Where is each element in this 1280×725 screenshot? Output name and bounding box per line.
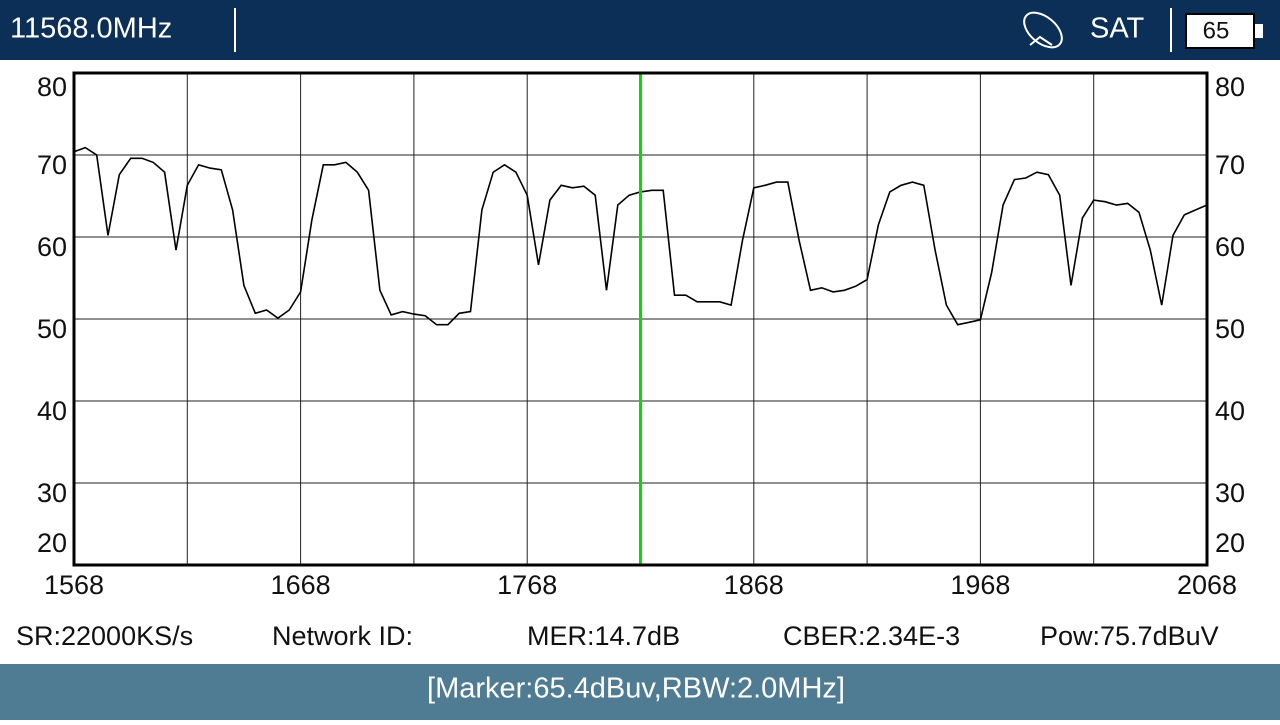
footer-bar <box>0 664 1280 720</box>
info-field: CBER:2.34E-3 <box>783 621 960 651</box>
x-tick-label: 1668 <box>271 570 331 600</box>
info-field: MER:14.7dB <box>527 621 680 651</box>
battery <box>1185 13 1255 49</box>
x-tick-label: 1568 <box>44 570 104 600</box>
y-tick-label: 50 <box>37 314 67 344</box>
y-tick-label-right: 40 <box>1215 396 1245 426</box>
y-tick-label-right: 80 <box>1215 72 1245 102</box>
mode: SAT <box>1090 13 1145 45</box>
footer-status: [Marker:65.4dBuv,RBW:2.0MHz] <box>427 673 845 705</box>
plot-frame <box>72 71 1209 567</box>
battery-tip <box>1255 24 1263 38</box>
info-field: Network ID: <box>272 621 413 651</box>
frequency: 11568.0MHz <box>10 13 172 45</box>
x-tick-label: 1868 <box>724 570 784 600</box>
y-tick-label: 40 <box>37 396 67 426</box>
info-field: Pow:75.7dBuV <box>1040 621 1219 651</box>
y-tick-label: 60 <box>37 232 67 262</box>
x-tick-label: 1968 <box>950 570 1010 600</box>
y-tick-label-right: 30 <box>1215 478 1245 508</box>
header-bar <box>0 0 1280 60</box>
battery-level: 65 <box>1203 17 1230 44</box>
y-tick-label: 30 <box>37 478 67 508</box>
y-tick-label-right: 60 <box>1215 232 1245 262</box>
y-tick-label-right: 20 <box>1215 528 1245 558</box>
y-tick-label-right: 50 <box>1215 314 1245 344</box>
y-tick-label: 20 <box>37 528 67 558</box>
y-tick-label: 70 <box>37 150 67 180</box>
x-tick-label: 1768 <box>497 570 557 600</box>
info-field: SR:22000KS/s <box>16 621 193 651</box>
x-tick-label: 2068 <box>1177 570 1237 600</box>
satellite-icon <box>1023 11 1063 49</box>
y-tick-label: 80 <box>37 72 67 102</box>
y-tick-label-right: 70 <box>1215 150 1245 180</box>
